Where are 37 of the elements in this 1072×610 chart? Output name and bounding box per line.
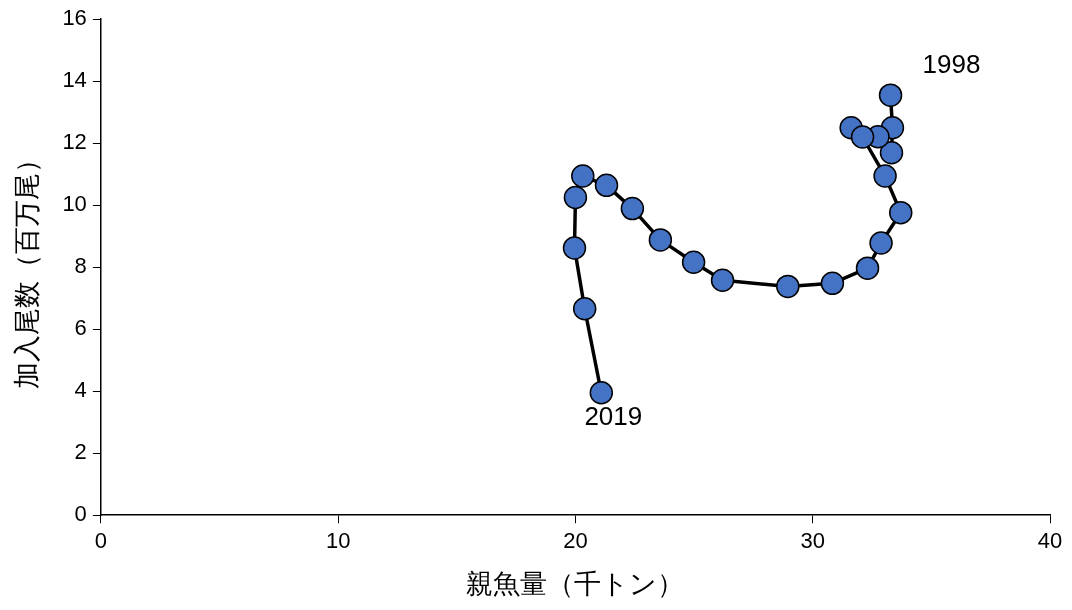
point xyxy=(869,231,893,255)
point xyxy=(681,250,706,274)
point xyxy=(776,274,800,299)
y-tick-label: 14 xyxy=(62,67,87,93)
y-tick-label: 12 xyxy=(62,129,87,155)
point xyxy=(879,141,904,165)
point xyxy=(562,236,587,260)
y-tick-label: 4 xyxy=(74,377,87,403)
point xyxy=(850,125,875,149)
y-tick-label: 0 xyxy=(74,501,87,527)
y-tick-label: 8 xyxy=(74,253,87,279)
point xyxy=(571,164,595,188)
point xyxy=(878,83,903,107)
y-tick-label: 6 xyxy=(74,315,87,341)
point xyxy=(594,173,619,198)
x-tick-label: 30 xyxy=(800,528,825,554)
y-tick-label: 2 xyxy=(74,439,87,465)
annotation: 1998 xyxy=(922,49,981,80)
point xyxy=(572,296,597,321)
point xyxy=(889,200,913,225)
point xyxy=(620,196,645,221)
point xyxy=(873,164,897,188)
point xyxy=(710,268,735,292)
point xyxy=(648,228,673,252)
x-tick-label: 40 xyxy=(1037,528,1063,554)
x-tick-label: 10 xyxy=(325,528,351,554)
point xyxy=(820,271,845,296)
x-axis-title: 親魚量（千トン） xyxy=(466,569,685,600)
point xyxy=(855,256,880,280)
annotation: 2019 xyxy=(584,400,643,431)
y-tick-label: 16 xyxy=(62,5,87,31)
y-axis-title: 加入尾数（百万尾） xyxy=(11,145,42,389)
x-tick-label: 20 xyxy=(563,528,588,554)
y-tick-label: 10 xyxy=(62,191,87,217)
point xyxy=(589,381,614,405)
point xyxy=(563,185,588,210)
x-tick-label: 0 xyxy=(94,528,107,554)
